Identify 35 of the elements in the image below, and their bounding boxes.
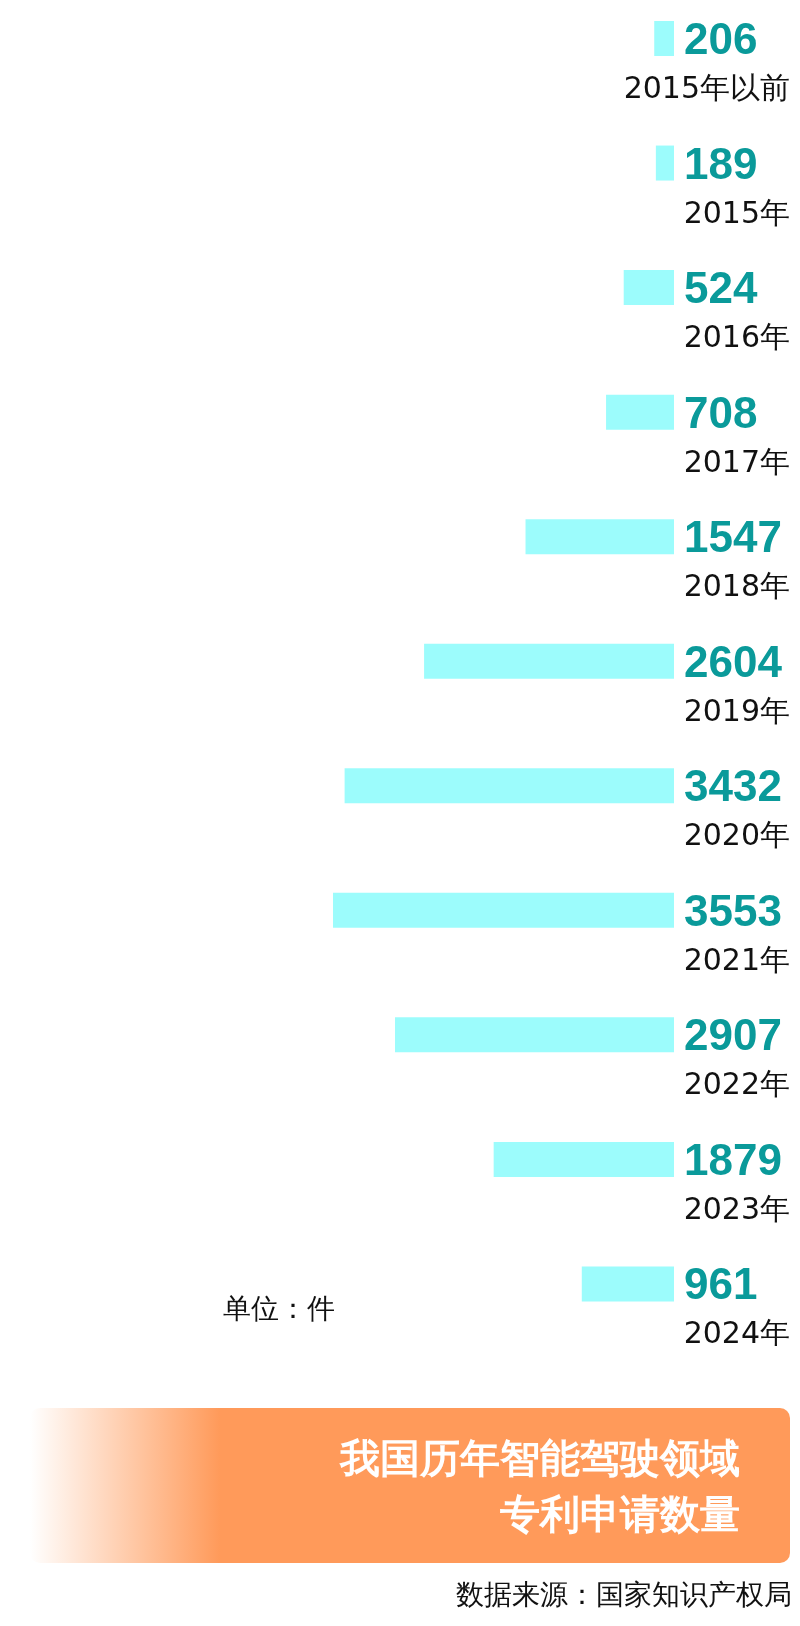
y-tick-label: 2020年 xyxy=(683,817,790,853)
bar xyxy=(606,394,674,430)
bar xyxy=(623,270,674,306)
bar xyxy=(424,643,674,679)
y-tick-label: 2017年 xyxy=(683,443,790,479)
bar xyxy=(333,892,674,928)
bar xyxy=(493,1141,674,1177)
bar xyxy=(344,768,674,804)
data-label: 1879 xyxy=(684,1134,782,1184)
bar xyxy=(581,1266,674,1302)
bar xyxy=(654,21,674,56)
y-tick-label: 2018年 xyxy=(683,568,790,604)
data-label: 2604 xyxy=(684,636,783,686)
text: 我国历年智能驾驶领域专利申请数量 xyxy=(338,1434,740,1539)
data-label: 189 xyxy=(684,138,758,188)
data-label: 1547 xyxy=(684,512,782,562)
y-tick-label: 2015年 xyxy=(683,194,790,230)
bar xyxy=(395,1017,674,1053)
data-label: 524 xyxy=(684,263,758,313)
data-label: 3553 xyxy=(684,885,782,935)
data-label: 961 xyxy=(684,1259,758,1309)
y-tick-label: 2021年 xyxy=(683,941,790,977)
bar xyxy=(655,145,674,181)
source-note: 数据来源：国家知识产权局 xyxy=(456,1577,792,1613)
y-tick-label: 2022年 xyxy=(683,1066,790,1102)
y-tick-label: 2016年 xyxy=(683,319,790,355)
data-label: 3432 xyxy=(684,761,782,811)
y-tick-label: 2015年以前 xyxy=(623,70,790,105)
annotation: 单位：件 xyxy=(223,1291,335,1327)
data-label: 708 xyxy=(684,387,758,437)
data-label: 2907 xyxy=(684,1010,782,1060)
y-tick-label: 2023年 xyxy=(683,1190,790,1226)
bar xyxy=(525,519,674,555)
y-tick-label: 2019年 xyxy=(683,692,790,728)
data-label: 206 xyxy=(684,14,758,63)
